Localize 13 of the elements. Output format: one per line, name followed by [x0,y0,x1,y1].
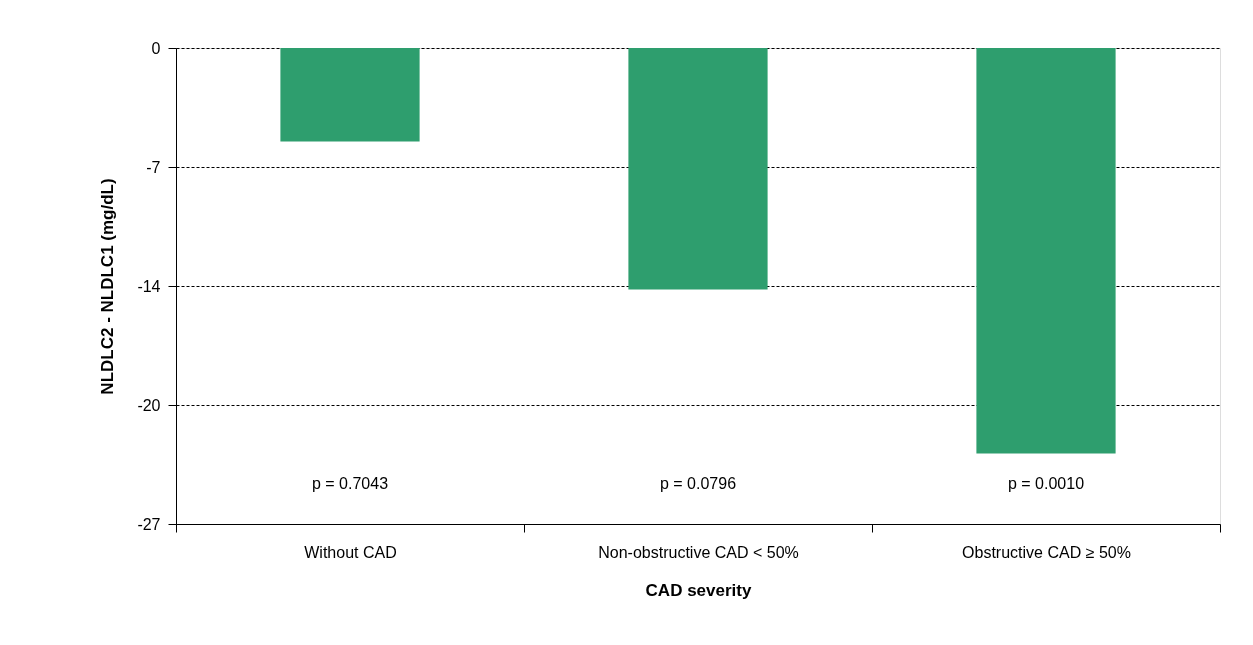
y-tick-label: 0 [151,39,161,57]
x-tick-label: Obstructive CAD ≥ 50% [962,543,1131,561]
annotation: p = 0.0010 [1007,475,1085,492]
annotation: p = 0.0796 [659,475,737,492]
y-tick-label: -14 [137,277,161,295]
y-tick-label: -20 [137,396,161,414]
y-tick-label: -7 [146,158,161,176]
x-tick-label: Without CAD [304,543,397,561]
x-tick-label: Non-obstructive CAD < 50% [598,543,799,561]
annotation: p = 0.7043 [311,475,389,492]
y-tick-label: -27 [137,515,161,533]
y-axis-title: NLDLC2 - NLDLC1 (mg/dL) [98,178,118,395]
x-axis-title: CAD severity [645,580,752,600]
